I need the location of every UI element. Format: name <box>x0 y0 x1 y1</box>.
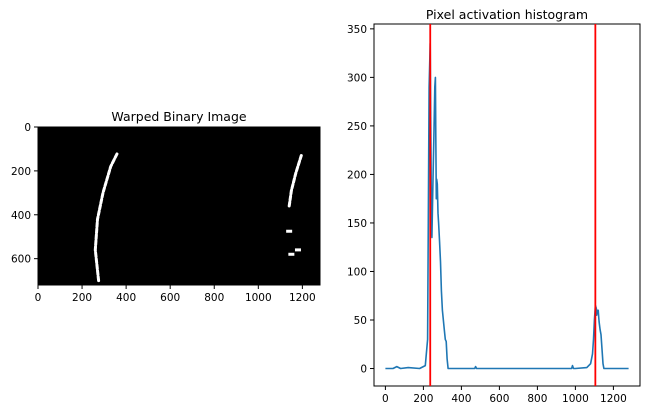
y-tick-label: 100 <box>347 266 367 278</box>
y-tick-label: 200 <box>347 169 367 181</box>
histogram-x-ticks: 0 200 400 600 800 1000 1200 <box>382 386 627 405</box>
x-tick-label: 200 <box>72 292 92 304</box>
x-tick-label: 400 <box>116 292 136 304</box>
x-tick-label: 1200 <box>289 292 316 304</box>
warped-image-title: Warped Binary Image <box>111 109 246 124</box>
x-tick-label: 400 <box>451 393 471 405</box>
histogram-y-ticks: 0 50 100 150 200 250 300 350 <box>347 24 374 376</box>
warped-image-y-ticks: 0 200 400 600 <box>11 122 38 266</box>
y-tick-label: 300 <box>347 72 367 84</box>
y-tick-label: 400 <box>11 210 31 222</box>
x-tick-label: 0 <box>35 292 42 304</box>
x-tick-label: 0 <box>382 393 389 405</box>
warped-binary-image-panel: Warped Binary Image 0 200 400 600 800 1000 120… <box>11 109 321 304</box>
histogram-peak-lines <box>429 24 597 386</box>
lane-pixels <box>93 151 303 283</box>
histogram-title: Pixel activation histogram <box>426 7 588 22</box>
y-tick-label: 150 <box>347 218 367 230</box>
y-tick-label: 350 <box>347 24 367 36</box>
x-tick-label: 1000 <box>562 393 589 405</box>
y-tick-label: 0 <box>360 364 367 376</box>
warped-image-plot-area <box>37 126 321 286</box>
y-tick-label: 200 <box>11 166 31 178</box>
y-tick-label: 50 <box>354 315 367 327</box>
left-lane-pixels <box>93 151 119 283</box>
x-tick-label: 1200 <box>600 393 627 405</box>
x-tick-label: 600 <box>160 292 180 304</box>
y-tick-label: 600 <box>11 254 31 266</box>
x-tick-label: 800 <box>204 292 224 304</box>
histogram-panel: Pixel activation histogram 0 200 400 600 800… <box>347 7 641 405</box>
warped-image-x-ticks: 0 200 400 600 800 1000 1200 <box>35 285 316 304</box>
x-tick-label: 200 <box>413 393 433 405</box>
x-tick-label: 1000 <box>245 292 272 304</box>
right-lane-pixel-blob <box>286 229 293 233</box>
right-lane-pixels <box>287 154 303 208</box>
right-lane-pixel-blob <box>294 248 301 252</box>
right-lane-pixel-blob <box>288 252 295 256</box>
x-tick-label: 600 <box>489 393 509 405</box>
y-tick-label: 250 <box>347 121 367 133</box>
x-tick-label: 800 <box>527 393 547 405</box>
y-tick-label: 0 <box>24 122 31 134</box>
